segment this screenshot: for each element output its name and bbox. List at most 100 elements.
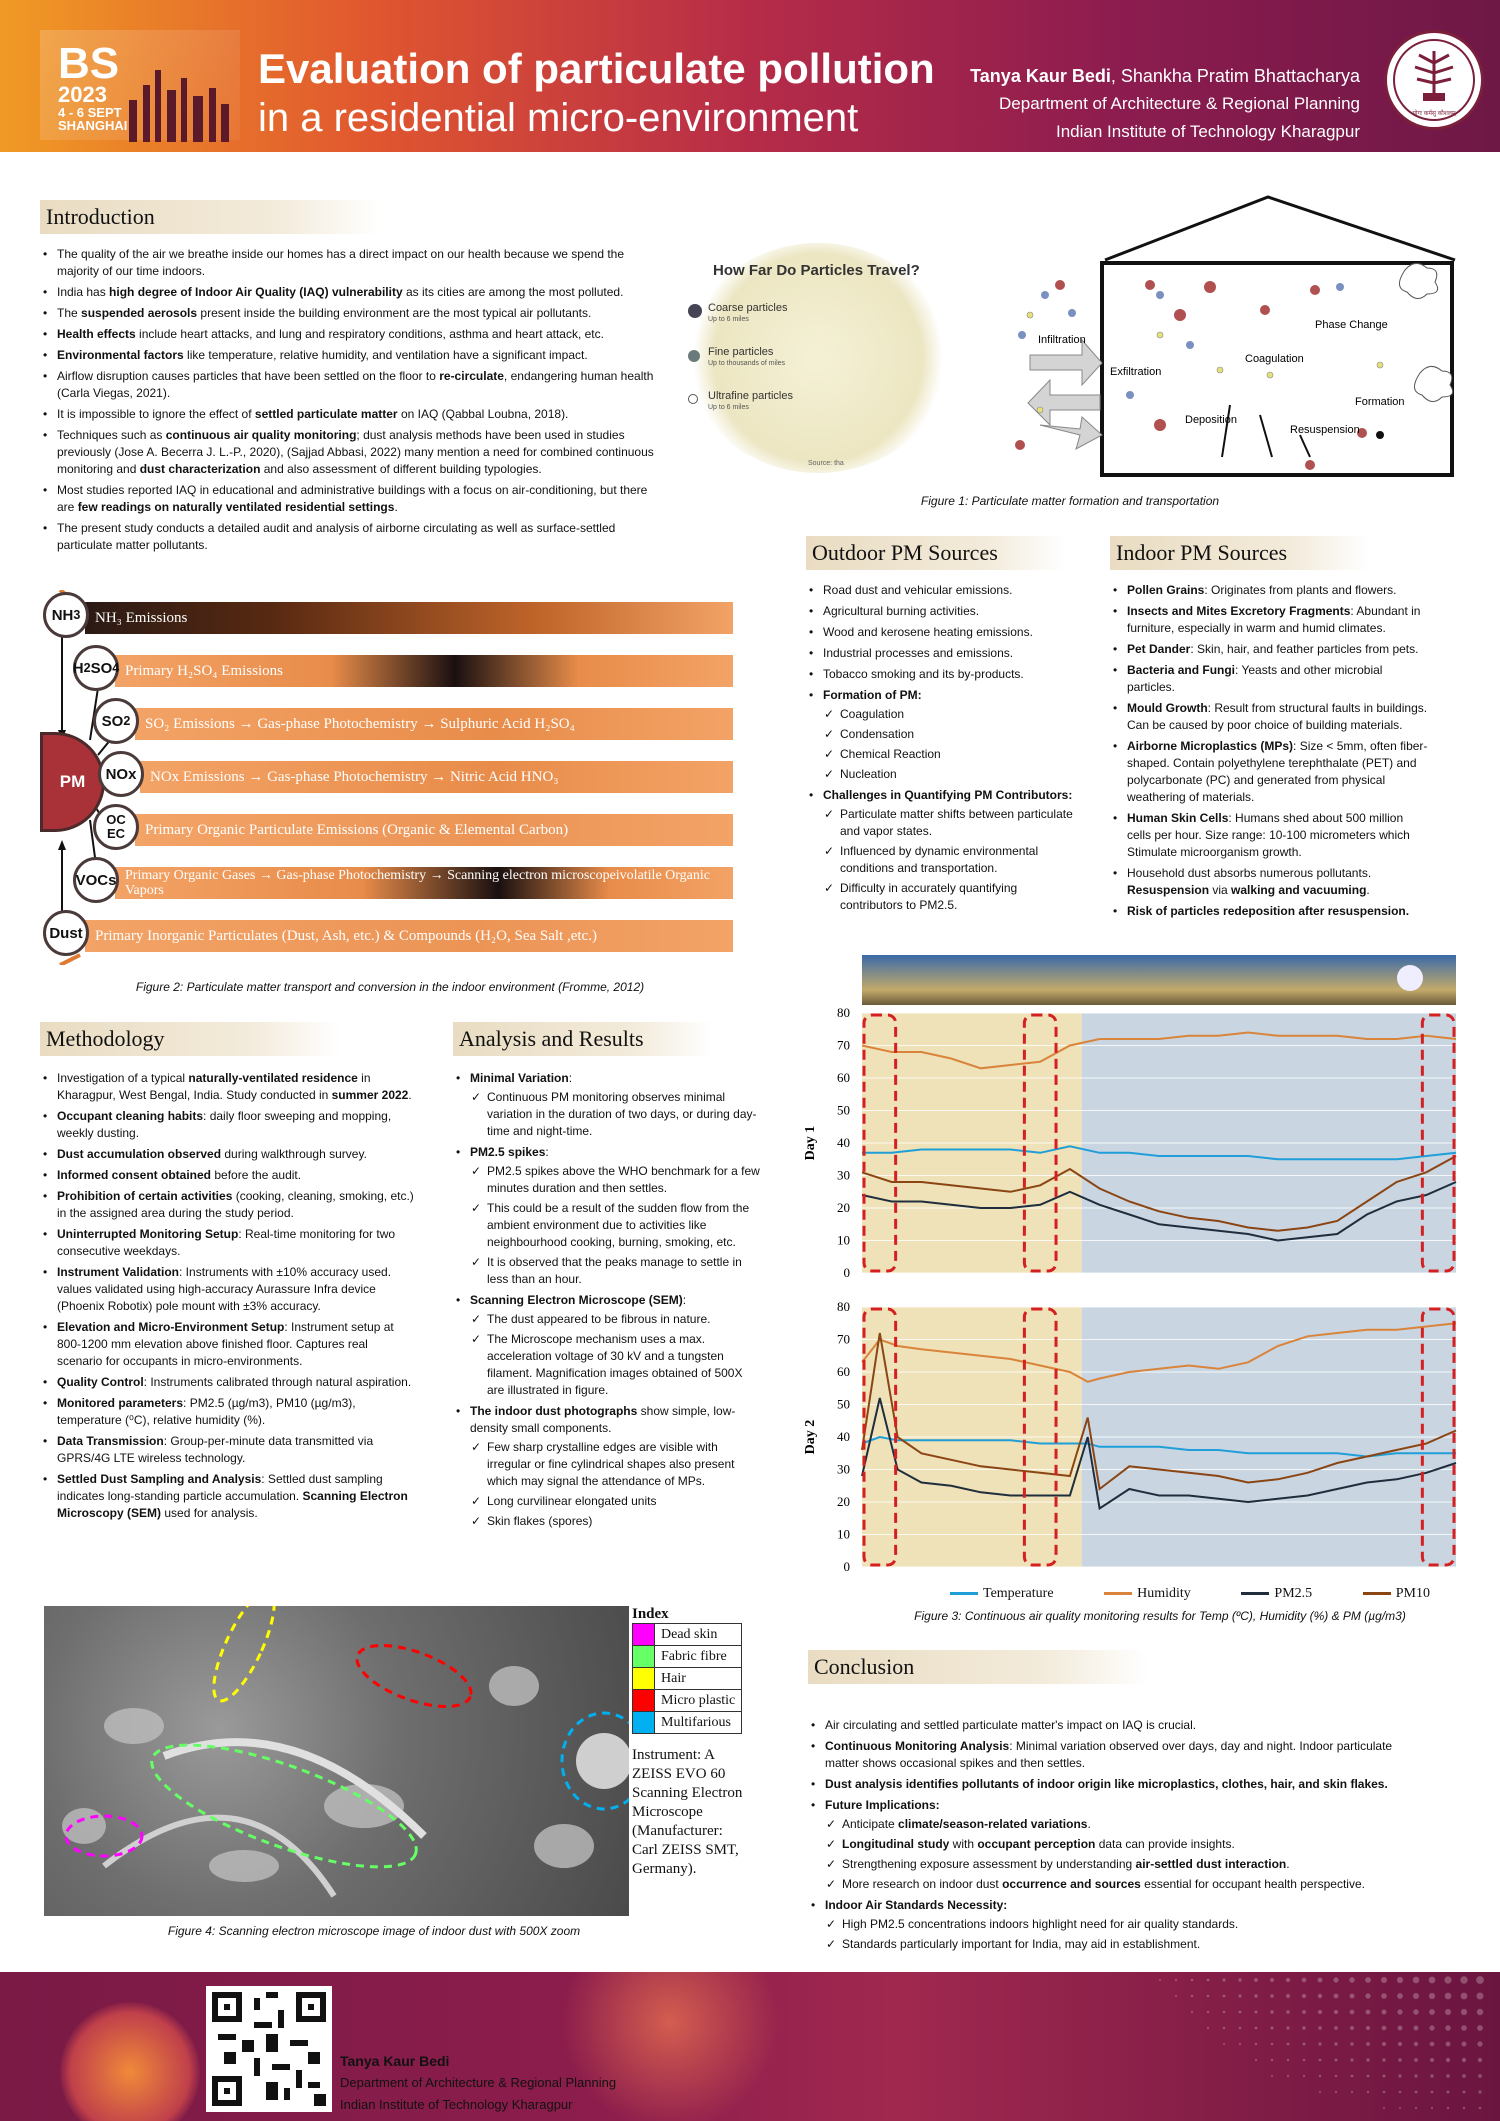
analysis-item: Minimal Variation:Continuous PM monitori… [453,1070,763,1140]
index-swatch [632,1623,655,1646]
index-row: Fabric fibre [632,1645,743,1668]
series-pm25 [861,1181,1457,1242]
index-swatch [632,1667,655,1690]
tick-label: 10 [837,1527,850,1542]
index-table: Dead skin Fabric fibre Hair Micro plastic Mu… [632,1623,743,1734]
indoor-item: Risk of particles redeposition after res… [1110,903,1430,920]
highlight-box [1420,1013,1456,1273]
outdoor-item: Agricultural burning activities. [806,603,1076,620]
conclusion-item: Dust analysis identifies pollutants of i… [808,1776,1428,1793]
travel-title: How Far Do Particles Travel? [713,262,920,279]
challenges-sublist: Particulate matter shifts between partic… [823,806,1076,914]
outdoor-item: Tobacco smoking and its by-products. [806,666,1076,683]
check-item: High PM2.5 concentrations indoors highli… [825,1916,1428,1933]
analysis-item: The indoor dust photographs show simple,… [453,1403,763,1530]
indoor-section: Indoor PM Sources [1110,536,1370,570]
pm-pathway-oc-ec: Primary Organic Particulate Emissions (O… [135,814,733,846]
intro-item: The suspended aerosols present inside th… [40,305,665,322]
series-humidity [861,1031,1457,1070]
pm-node-h2so4: H 2 SO 4 [73,645,119,691]
indoor-list: Pollen Grains: Originates from plants an… [1110,582,1430,924]
tick-label: 0 [844,1265,851,1280]
indoor-item: Pollen Grains: Originates from plants an… [1110,582,1430,599]
monitoring-chart: 0 10 20 30 40 50 60 70 80 Day 1 0 10 20 30 40 50 60 70 80 D… [803,1005,1457,1574]
check-item: More research on indoor dust occurrence … [825,1876,1428,1893]
method-item: Dust accumulation observed during walkth… [40,1146,415,1163]
logo-dates: 4 - 6 SEPT [58,105,122,120]
check-item: Anticipate climate/season-related variat… [825,1816,1428,1833]
challenges-item: Challenges in Quantifying PM Contributor… [806,787,1076,914]
series-humidity [861,1322,1457,1383]
coarse-sub: Up to 6 miles [708,316,749,323]
fig2-caption: Figure 2: Particulate matter transport a… [135,980,645,994]
methodology-section: Methodology [40,1022,340,1056]
analysis-title: Analysis and Results [453,1022,713,1056]
tick-label: 50 [837,1103,850,1118]
intro-item: It is impossible to ignore the effect of… [40,406,665,423]
indoor-title: Indoor PM Sources [1110,536,1370,570]
intro-item: India has high degree of Indoor Air Qual… [40,284,665,301]
highlight-box [1022,1013,1058,1273]
deposition-label: Deposition [1185,414,1237,426]
intro-item: The quality of the air we breathe inside… [40,246,665,280]
legend-pm25: PM2.5 [1241,1586,1312,1602]
tick-label: 30 [837,1462,850,1477]
tick-label: 60 [837,1364,850,1379]
check-item: This could be a result of the sudden flo… [470,1200,763,1251]
tick-label: 70 [837,1038,850,1053]
indoor-item: Human Skin Cells: Humans shed about 500 … [1110,810,1430,861]
intro-item: Environmental factors like temperature, … [40,347,665,364]
pm-node-oc-ec: OC EC [93,804,139,850]
method-item: Monitored parameters: PM2.5 (µg/m3), PM1… [40,1395,415,1429]
outdoor-section: Outdoor PM Sources [806,536,1066,570]
series-temperature [862,1145,1457,1161]
conclusion-section: Conclusion [808,1650,1148,1684]
pm-pathway-dust: Primary Inorganic Particulates (Dust, As… [85,920,733,952]
series-pm10 [861,1332,1457,1491]
methodology-title: Methodology [40,1022,340,1056]
methodology-list: Investigation of a typical naturally-ven… [40,1070,415,1526]
ultra-sub: Up to 6 miles [708,404,749,411]
formation-label: Formation [1355,396,1405,408]
method-item: Instrument Validation: Instruments with … [40,1264,415,1315]
index-row: Micro plastic [632,1689,743,1712]
intro-item: Most studies reported IAQ in educational… [40,482,665,516]
analysis-sublist: PM2.5 spikes above the WHO benchmark for… [470,1163,763,1288]
series-pm10 [861,1155,1457,1232]
outdoor-item: Wood and kerosene heating emissions. [806,624,1076,641]
conclusion-item: Air circulating and settled particulate … [808,1717,1428,1734]
legend-pm10: PM10 [1362,1586,1430,1602]
authors-block: Tanya Kaur Bedi, Shankha Pratim Bhattach… [880,62,1360,146]
index-swatch [632,1689,655,1712]
logo-big: BS [58,39,120,88]
legend-humidity: Humidity [1104,1586,1191,1602]
check-item: Continuous PM monitoring observes minima… [470,1089,763,1140]
axis-label: Day 2 [803,1420,818,1455]
analysis-sublist: Continuous PM monitoring observes minima… [470,1089,763,1140]
axis-label: Day 1 [803,1126,818,1161]
pm-pathway-h2so4: Primary H₂SO₄ Emissions [115,655,733,687]
pm-node-nox: NOx [98,751,144,797]
author-dept: Department of Architecture & Regional Pl… [999,94,1360,113]
check-item: Few sharp crystalline edges are visible … [470,1439,763,1490]
index-label: Multifarious [653,1711,743,1734]
index-row: Multifarious [632,1711,743,1734]
fine-dot-icon [688,350,700,362]
conclusion-sublist: High PM2.5 concentrations indoors highli… [825,1916,1428,1953]
title-line1: Evaluation of particulate pollution [258,45,935,92]
check-item: Coagulation [823,706,1076,723]
header-banner: BS 2023 4 - 6 SEPT SHANGHAI Evaluation o… [0,0,1500,152]
title-line2: in a residential micro-environment [258,96,859,140]
sky-banner [862,955,1456,1005]
qr-code-icon[interactable] [206,1986,332,2112]
indoor-item: Airborne Microplastics (MPs): Size < 5mm… [1110,738,1430,806]
coagulation-label: Coagulation [1245,353,1304,365]
fig4-caption: Figure 4: Scanning electron microscope i… [167,1924,581,1938]
index-label: Fabric fibre [653,1645,743,1668]
pm-pathway-vocs: Primary Organic Gases → Gas-phase Photoc… [115,867,733,899]
pm-pathway-nh3: NH₃ Emissions [85,602,733,634]
exfiltration-label: Exfiltration [1110,366,1161,378]
formation-item: Formation of PM:CoagulationCondensationC… [806,687,1076,783]
intro-item: The present study conducts a detailed au… [40,520,665,554]
highlight-box [1022,1307,1058,1567]
